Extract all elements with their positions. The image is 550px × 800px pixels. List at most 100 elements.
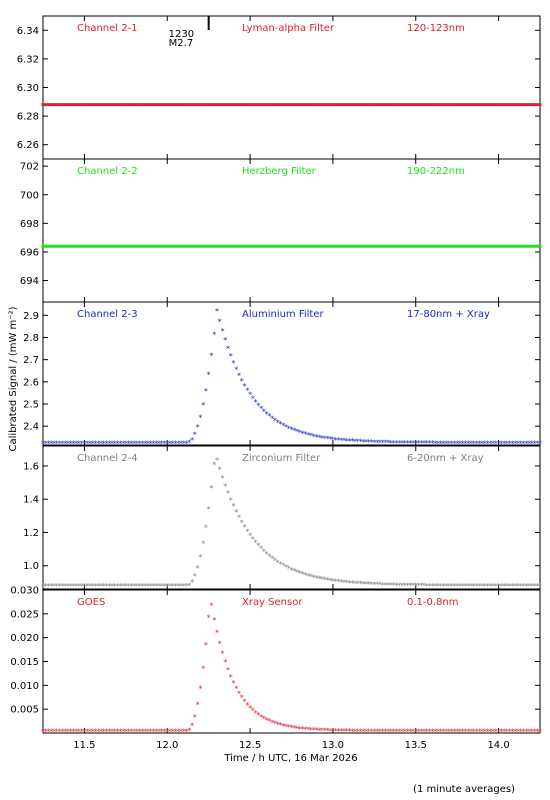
- data-point: [44, 244, 48, 248]
- flare-class-label: M2.7: [169, 38, 194, 49]
- data-point: *: [375, 727, 379, 736]
- data-point: *: [417, 582, 421, 591]
- data-point: [301, 244, 305, 248]
- data-point: [411, 244, 415, 248]
- data-point: *: [276, 418, 280, 427]
- data-point: *: [229, 496, 233, 505]
- data-point: *: [99, 582, 103, 591]
- data-point: *: [458, 439, 462, 448]
- footnote: (1 minute averages): [413, 784, 515, 795]
- data-point: [85, 244, 89, 248]
- data-point: *: [356, 580, 360, 589]
- data-point: [110, 103, 114, 107]
- data-point: [157, 103, 161, 107]
- data-point: *: [301, 570, 305, 579]
- y-tick-label: 702: [20, 162, 39, 173]
- data-point: *: [176, 582, 180, 591]
- data-point: *: [320, 726, 324, 735]
- data-point: *: [63, 582, 67, 591]
- data-point: *: [174, 439, 178, 448]
- data-point: [281, 244, 285, 248]
- data-point: [359, 103, 363, 107]
- data-point: *: [82, 582, 86, 591]
- data-point: [392, 103, 396, 107]
- data-point: [519, 103, 523, 107]
- data-point: *: [530, 582, 534, 591]
- data-point: *: [306, 431, 310, 440]
- data-point: [403, 103, 407, 107]
- data-point: *: [527, 728, 531, 737]
- data-point: *: [323, 727, 327, 736]
- y-tick-label: 2.7: [23, 355, 39, 366]
- data-point: *: [400, 439, 404, 448]
- data-point: *: [359, 438, 363, 447]
- data-point: *: [66, 582, 70, 591]
- x-axis-title: Time / h UTC, 16 Mar 2026: [223, 753, 357, 764]
- data-point: *: [386, 581, 390, 590]
- data-point: *: [284, 423, 288, 432]
- y-tick-label: 0.005: [10, 705, 39, 716]
- data-point: *: [132, 728, 136, 737]
- data-point: [44, 103, 48, 107]
- data-point: *: [403, 581, 407, 590]
- y-tick-label: 0.015: [10, 657, 39, 668]
- data-point: [262, 103, 266, 107]
- data-point: [455, 244, 459, 248]
- data-point: *: [309, 432, 313, 441]
- data-point: [232, 244, 236, 248]
- data-point: [55, 103, 59, 107]
- y-tick-label: 1.6: [23, 461, 39, 472]
- data-point: [328, 103, 332, 107]
- data-point: [532, 103, 536, 107]
- data-point: [347, 244, 351, 248]
- data-point: *: [488, 582, 492, 591]
- panel-channel-label: Channel 2-2: [77, 166, 138, 177]
- data-point: [328, 244, 332, 248]
- data-point: *: [499, 728, 503, 737]
- y-tick-label: 6.28: [17, 112, 39, 123]
- data-point: *: [298, 725, 302, 734]
- data-point: *: [499, 439, 503, 448]
- data-point: *: [256, 401, 260, 410]
- data-point: *: [240, 377, 244, 386]
- data-point: *: [49, 439, 53, 448]
- data-point: *: [74, 728, 78, 737]
- data-point: *: [463, 582, 467, 591]
- data-point: *: [439, 582, 443, 591]
- data-point: *: [223, 658, 227, 667]
- data-point: [499, 244, 503, 248]
- data-point: *: [325, 435, 329, 444]
- data-point: [397, 103, 401, 107]
- data-point: *: [102, 582, 106, 591]
- data-point: [516, 244, 520, 248]
- data-point: *: [499, 582, 503, 591]
- data-point: *: [303, 571, 307, 580]
- data-point: [535, 244, 539, 248]
- data-point: *: [41, 728, 45, 737]
- data-point: *: [323, 576, 327, 585]
- data-point: *: [254, 539, 258, 548]
- data-point: *: [428, 439, 432, 448]
- data-point: *: [262, 547, 266, 556]
- data-point: *: [364, 727, 368, 736]
- data-point: *: [433, 582, 437, 591]
- data-point: [466, 103, 470, 107]
- data-point: *: [127, 439, 131, 448]
- data-point: *: [359, 580, 363, 589]
- data-point: *: [350, 579, 354, 588]
- data-point: *: [220, 327, 224, 336]
- data-point: *: [508, 728, 512, 737]
- data-point: *: [174, 582, 178, 591]
- data-point: *: [88, 728, 92, 737]
- data-point: [474, 244, 478, 248]
- data-point: *: [118, 439, 122, 448]
- data-point: [132, 103, 136, 107]
- data-point: *: [80, 582, 84, 591]
- data-point: *: [278, 721, 282, 730]
- data-point: *: [69, 582, 73, 591]
- data-point: *: [455, 582, 459, 591]
- data-point: [223, 103, 227, 107]
- data-point: *: [265, 716, 269, 725]
- data-point: [494, 244, 498, 248]
- data-point: [135, 244, 139, 248]
